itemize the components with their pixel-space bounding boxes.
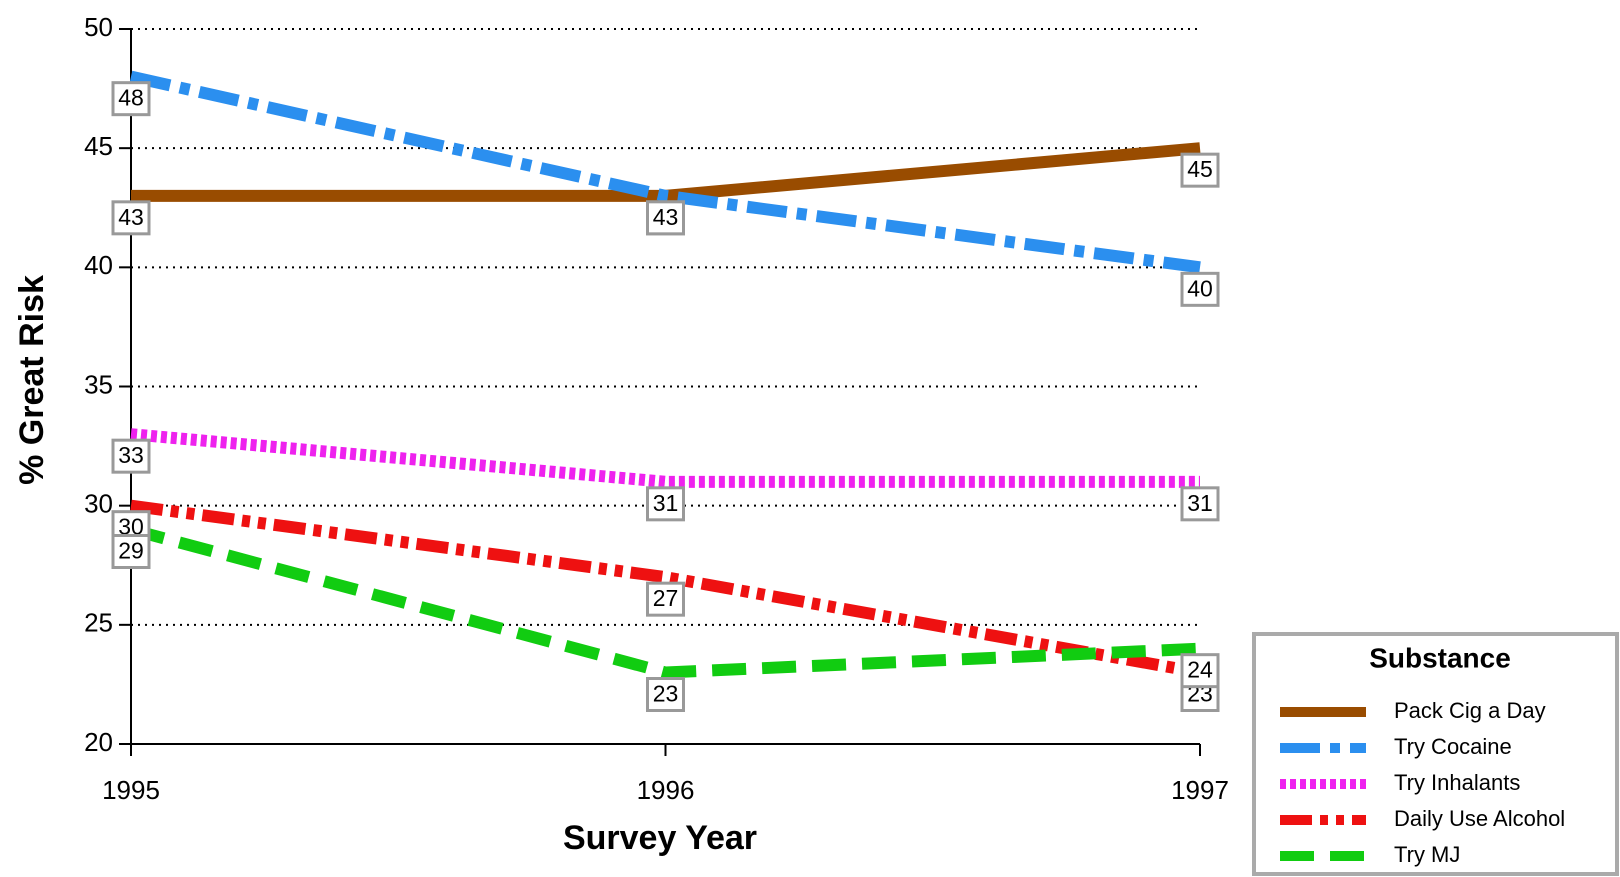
y-tick-label: 25 [84,608,113,638]
data-label: 31 [653,490,679,516]
legend-title: Substance [1369,642,1511,673]
data-label-box [111,81,151,117]
x-tick-label: 1995 [102,775,160,805]
series-line [129,70,1201,274]
legend-label: Try Cocaine [1394,734,1512,759]
data-label: 29 [118,538,144,564]
series-line [130,428,1200,488]
data-label-box [1180,653,1220,689]
data-label-box [111,534,151,569]
data-label-box [646,200,685,236]
y-tick-label: 45 [84,131,113,161]
data-label: 33 [118,442,144,468]
legend-label: Pack Cig a Day [1394,698,1546,723]
data-label: 23 [653,681,679,707]
data-label: 27 [653,585,679,611]
data-label: 43 [118,204,144,230]
data-label-box [646,486,685,522]
legend-label: Try Inhalants [1394,770,1520,795]
y-tick-label: 50 [84,12,113,42]
data-label: 43 [653,204,679,230]
y-axis-label: % Great Risk [13,275,51,485]
data-label-box [111,438,151,474]
x-tick-label: 1997 [1171,775,1229,805]
y-tick-label: 30 [84,489,113,519]
data-label-box [111,200,151,236]
data-label-box [646,581,685,617]
data-label: 45 [1187,156,1213,182]
data-label: 31 [1187,490,1213,516]
y-tick-label: 35 [84,369,113,399]
data-label: 40 [1187,275,1213,301]
data-label-box [646,677,685,712]
data-label-box [1180,152,1220,188]
data-label: 24 [1187,657,1213,683]
y-tick-label: 20 [84,727,113,757]
series-line [131,142,1201,202]
data-label-box [1180,271,1220,307]
x-tick-label: 1996 [637,775,695,805]
legend-label: Try MJ [1394,842,1460,867]
legend-box [1252,632,1619,876]
series-line [129,523,1201,679]
data-label: 48 [118,85,144,111]
x-axis-label: Survey Year [563,819,757,857]
legend-label: Daily Use Alcohol [1394,806,1565,831]
y-tick-label: 40 [84,250,113,280]
data-label-box [1180,486,1220,522]
